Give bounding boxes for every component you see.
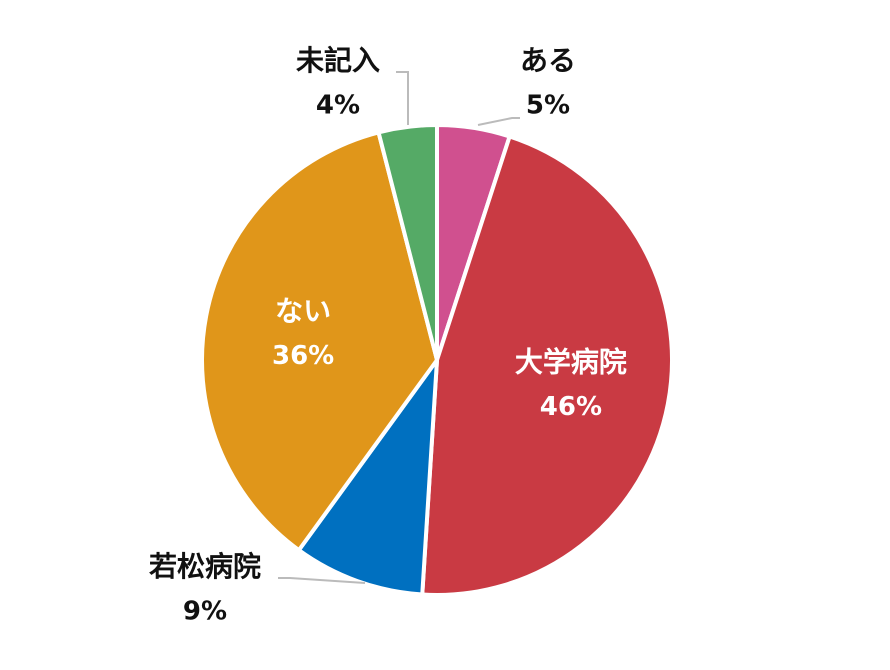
leader-line [278,577,366,584]
pie-slice [296,358,439,597]
pie-slice [376,123,439,362]
value-label: 4% [316,91,360,121]
value-label: 46% [540,392,602,422]
category-label: 若松病院 [149,550,261,583]
value-label: 5% [526,91,570,121]
category-label: ある [520,44,576,77]
value-label: 36% [272,341,334,371]
leader-line [396,71,409,125]
leader-line [477,117,520,126]
pie-slice [420,134,674,597]
category-label: ない [275,294,331,327]
pie-slice [200,130,439,553]
category-label: 未記入 [296,44,380,77]
value-label: 9% [183,597,227,627]
category-label: 大学病院 [515,346,627,379]
